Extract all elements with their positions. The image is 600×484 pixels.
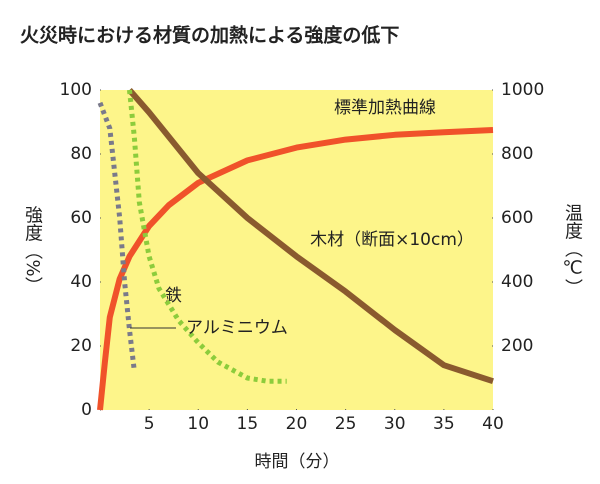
- x-tick-label: 35: [433, 414, 455, 434]
- x-tick-label: 20: [286, 414, 308, 434]
- x-tick-label: 15: [237, 414, 259, 434]
- x-tick-label: 25: [335, 414, 357, 434]
- x-axis-label: 時間（分）: [255, 452, 340, 472]
- x-tick-label: 5: [144, 414, 155, 434]
- x-tick-label: 10: [187, 414, 209, 434]
- y-tick-label: 60: [70, 208, 92, 228]
- y-tick-label: 20: [70, 336, 92, 356]
- plot-background: [100, 90, 493, 410]
- x-tick-label: 30: [384, 414, 406, 434]
- y-tick-label: 40: [70, 272, 92, 292]
- y2-tick-label: 200: [501, 336, 533, 356]
- y2-tick-label: 600: [501, 208, 533, 228]
- series-label: アルミニウム: [186, 318, 288, 338]
- y-axis-label: 強度（%）: [22, 205, 43, 294]
- y-tick-label: 0: [81, 400, 92, 420]
- x-tick-label: 40: [482, 414, 504, 434]
- series-label: 木材（断面×10cm）: [310, 230, 474, 250]
- series-line: [127, 89, 287, 384]
- y2-axis-label: 温度（℃）: [562, 203, 583, 296]
- chart-title: 火災時における材質の加熱による強度の低下: [20, 24, 399, 47]
- series-line: [127, 88, 494, 385]
- y-tick-label: 80: [70, 144, 92, 164]
- y-tick-label: 100: [60, 80, 92, 100]
- series-label: 標準加熱曲線: [334, 98, 436, 118]
- y2-tick-label: 400: [501, 272, 533, 292]
- y2-tick-label: 800: [501, 144, 533, 164]
- series-line: [97, 127, 494, 411]
- y2-tick-label: 1000: [501, 80, 544, 100]
